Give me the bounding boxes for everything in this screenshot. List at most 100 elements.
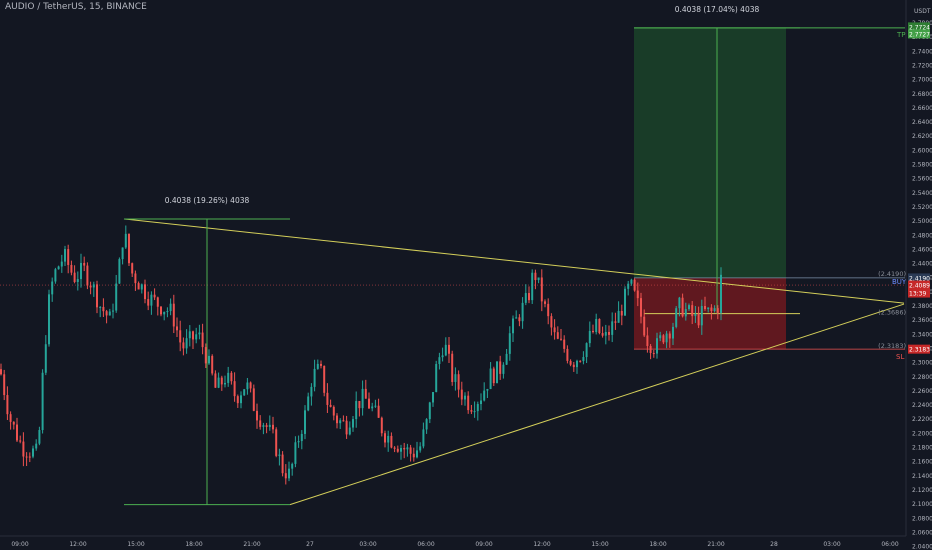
candle-body [688, 305, 690, 310]
candle-body [89, 285, 92, 288]
tp-price-tag-box [908, 22, 930, 32]
candle [457, 370, 460, 398]
candle [108, 308, 111, 316]
candle [393, 446, 396, 453]
candle [656, 332, 658, 359]
candle [630, 278, 633, 286]
candle [118, 257, 121, 284]
candle-body [486, 389, 489, 391]
candle-body [368, 398, 370, 409]
sl-price-tag: 2.3183 [909, 347, 930, 354]
countdown-tag: 13:39 [909, 291, 926, 298]
candle [307, 392, 310, 412]
candle [320, 360, 322, 369]
candle-body [470, 410, 473, 412]
candle [483, 382, 486, 402]
candle [284, 464, 287, 485]
candle [3, 369, 6, 401]
candle-body [51, 281, 54, 295]
candle [198, 324, 201, 340]
candle [419, 442, 422, 453]
candle-body [323, 365, 326, 393]
candle-body [700, 305, 703, 326]
candle [691, 301, 694, 325]
candle-body [118, 259, 121, 284]
candle-body [67, 249, 70, 265]
candle-body [44, 344, 47, 373]
price-tick-label: 2.2600 [912, 388, 932, 395]
candle [22, 432, 25, 467]
buy-text: BUY [892, 278, 907, 286]
candle [262, 422, 265, 435]
candle-body [432, 392, 434, 403]
candle [131, 262, 134, 277]
candle [188, 325, 191, 347]
candle-body [76, 279, 79, 282]
time-tick-label: 06:00 [881, 541, 898, 548]
candle-body [134, 273, 137, 284]
candle [627, 280, 630, 296]
candle-body [96, 284, 98, 308]
candle [582, 351, 585, 365]
candle-body [262, 425, 265, 427]
candle-body [579, 360, 582, 362]
candle [304, 405, 306, 440]
candle [156, 296, 159, 316]
candle [124, 225, 127, 249]
price-tick-label: 2.7400 [912, 48, 932, 55]
candle-body [48, 294, 50, 345]
time-tick-label: 15:00 [127, 541, 144, 548]
candle-body [220, 377, 223, 385]
candle-body [249, 382, 252, 389]
candle [300, 430, 303, 450]
candle-body [300, 433, 303, 442]
sl-text: SL [896, 353, 904, 361]
measure-right-label: 0.4038 (17.04%) 4038 [675, 5, 760, 14]
candle-body [675, 308, 678, 327]
candle [339, 418, 342, 430]
candle [460, 381, 463, 406]
candle [403, 442, 406, 459]
candle-body [35, 443, 38, 449]
time-tick-label: 09:00 [475, 541, 492, 548]
candle [240, 391, 242, 409]
profit-zone [634, 27, 786, 278]
candle-body [428, 402, 431, 420]
candle [480, 393, 482, 411]
candle-body [19, 440, 22, 442]
candle-body [112, 310, 114, 312]
candle-body [108, 311, 111, 316]
candle [704, 296, 706, 311]
candle [352, 416, 354, 432]
candle [115, 274, 118, 313]
candle [246, 377, 249, 395]
candle-body [550, 316, 553, 328]
candle [681, 293, 684, 318]
candle [588, 321, 591, 348]
candle [604, 324, 607, 345]
position-zones [634, 27, 786, 350]
candle-body [272, 424, 274, 430]
candle [633, 278, 636, 292]
candle [521, 297, 524, 329]
candle [592, 324, 594, 334]
candle-body [665, 333, 668, 343]
candle [544, 299, 546, 308]
candle-body [243, 389, 246, 396]
candle [489, 362, 492, 390]
candle-body [6, 395, 9, 415]
candle-body [604, 331, 607, 336]
candle [492, 366, 495, 387]
time-tick-label: 15:00 [591, 541, 608, 548]
price-tick-label: 2.6200 [912, 133, 932, 140]
candle [662, 334, 665, 345]
candle [169, 298, 172, 316]
candle [595, 313, 598, 335]
candle [150, 291, 153, 315]
candle-body [553, 327, 556, 333]
countdown-tag-box [908, 288, 930, 298]
candle-body [371, 406, 374, 409]
candle-body [105, 311, 108, 316]
candle-body [640, 298, 642, 317]
